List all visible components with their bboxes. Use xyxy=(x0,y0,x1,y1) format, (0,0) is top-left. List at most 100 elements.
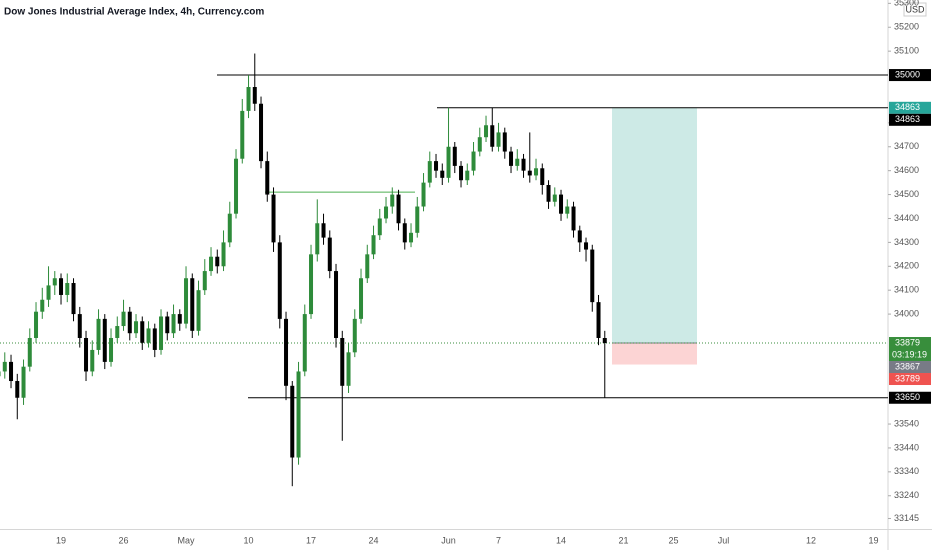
candle-body xyxy=(565,206,570,214)
candle-body xyxy=(65,283,70,295)
candle-body xyxy=(21,366,26,398)
y-tick-label: 33145 xyxy=(894,513,919,523)
candle-body xyxy=(284,318,289,386)
candle-body xyxy=(15,381,20,398)
candle-body xyxy=(590,249,595,303)
candle-body xyxy=(290,385,295,458)
y-tick-label: 34300 xyxy=(894,237,919,247)
candle-body xyxy=(252,87,257,104)
y-tick-label: 35100 xyxy=(894,46,919,56)
candle-body xyxy=(302,314,307,372)
candle-body xyxy=(340,337,345,386)
candle-body xyxy=(515,158,520,166)
y-tick-label: 34000 xyxy=(894,308,919,318)
x-tick-label: 10 xyxy=(244,535,254,545)
candle-body xyxy=(502,132,507,152)
candle-body xyxy=(327,237,332,272)
candle-body xyxy=(146,328,151,343)
x-tick-label: 19 xyxy=(56,535,66,545)
candle-body xyxy=(171,314,176,334)
y-tick-label: 33440 xyxy=(894,442,919,452)
candle-body xyxy=(402,223,407,243)
candle-body xyxy=(109,337,114,362)
candle-body xyxy=(452,146,457,166)
y-tick-label: 34700 xyxy=(894,141,919,151)
candle-body xyxy=(152,328,157,350)
candle-body xyxy=(165,316,170,334)
price-label: 34863 xyxy=(895,102,920,112)
price-label: 33789 xyxy=(895,373,920,383)
candle-body xyxy=(471,151,476,171)
candle-body xyxy=(184,278,189,324)
candle-body xyxy=(521,158,526,171)
candle-body xyxy=(315,223,320,255)
plot-area xyxy=(0,53,888,487)
candle-body xyxy=(34,311,39,338)
candle-body xyxy=(602,337,607,344)
y-tick-label: 34100 xyxy=(894,285,919,295)
currency-box xyxy=(903,2,927,17)
candle-body xyxy=(140,321,145,343)
y-tick-label: 33540 xyxy=(894,418,919,428)
price-label-box xyxy=(889,69,931,82)
candle-body xyxy=(377,218,382,236)
candle-body xyxy=(552,194,557,202)
price-label: 35000 xyxy=(895,69,920,79)
x-tick-label: 19 xyxy=(869,535,879,545)
x-tick-label: 12 xyxy=(806,535,816,545)
candle-body xyxy=(102,318,107,362)
candle-body xyxy=(265,161,270,195)
x-tick-label: 17 xyxy=(306,535,316,545)
y-tick-label: 35300 xyxy=(894,0,919,8)
candle-body xyxy=(221,242,226,267)
candle-body xyxy=(352,318,357,353)
candle-body xyxy=(571,206,576,231)
price-label-box xyxy=(889,101,931,114)
candle-body xyxy=(534,168,539,176)
currency: USD xyxy=(905,4,925,14)
candle-body xyxy=(240,110,245,159)
candle-body xyxy=(346,352,351,386)
x-tick-label: 7 xyxy=(496,535,501,545)
candle-body xyxy=(0,371,1,377)
candle-body xyxy=(277,242,282,319)
candle-body xyxy=(177,314,182,324)
candle-body xyxy=(96,318,101,350)
price-label: 33879 xyxy=(895,337,920,347)
candle-body xyxy=(9,361,14,382)
candle-body xyxy=(190,278,195,331)
candle-body xyxy=(371,235,376,255)
price-label: 33867 xyxy=(895,361,920,371)
candle-body xyxy=(396,194,401,224)
candle-body xyxy=(227,213,232,243)
price-label-box xyxy=(889,113,931,126)
candle-body xyxy=(209,256,214,272)
price-countdown: 03:19:19 xyxy=(892,349,927,359)
x-tick-label: Jun xyxy=(441,535,456,545)
candle-body xyxy=(584,242,589,250)
candle-body xyxy=(196,290,201,331)
y-tick-label: 33240 xyxy=(894,490,919,500)
candle-body xyxy=(77,314,82,338)
candle-body xyxy=(409,232,414,243)
price-label: 33650 xyxy=(895,392,920,402)
candle-body xyxy=(509,151,514,166)
candle-body xyxy=(2,361,7,372)
y-tick-label: 34500 xyxy=(894,189,919,199)
price-label-box xyxy=(889,373,931,386)
price-label: 34863 xyxy=(895,114,920,124)
candle-body xyxy=(434,161,439,171)
candle-body xyxy=(246,87,251,111)
price-label-box xyxy=(889,337,931,362)
candle-body xyxy=(159,316,164,350)
candle-body xyxy=(440,170,445,178)
candle-body xyxy=(296,371,301,458)
candle-body xyxy=(577,230,582,243)
x-tick-label: 25 xyxy=(669,535,679,545)
y-tick-label: 34400 xyxy=(894,213,919,223)
candle-body xyxy=(234,158,239,214)
candle-body xyxy=(540,168,545,186)
candle-body xyxy=(271,194,276,243)
